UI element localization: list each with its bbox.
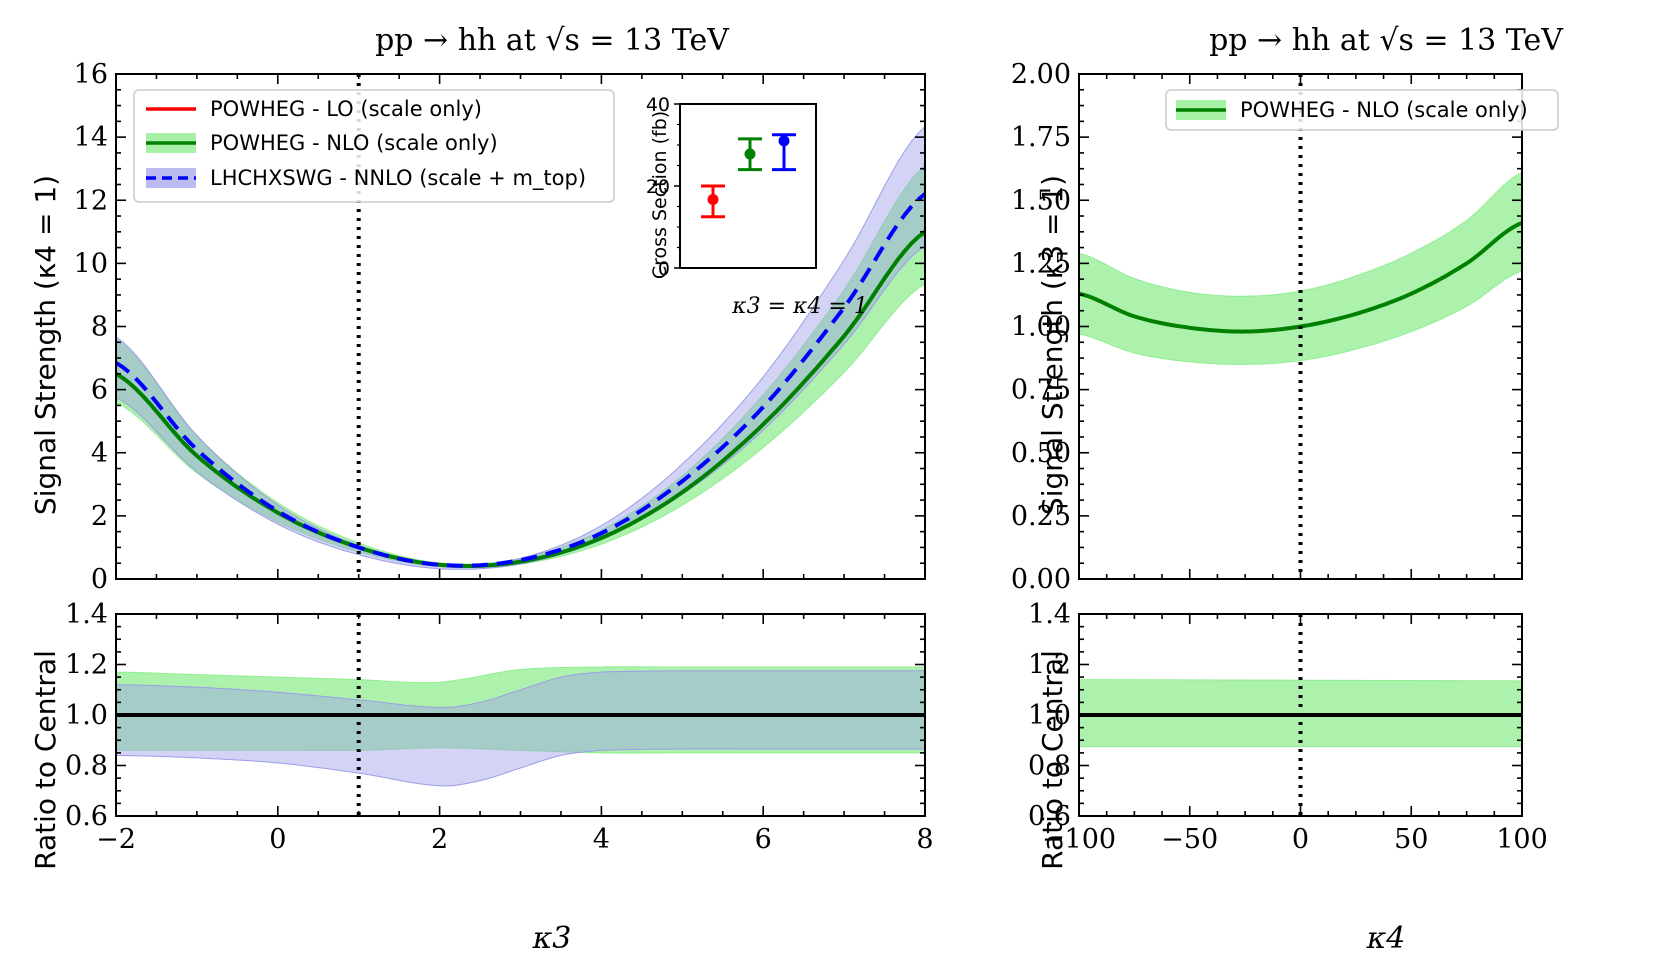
right-xlabel: κ4 xyxy=(1366,921,1406,956)
inset-ytick-label: 20 xyxy=(646,176,670,198)
left-main-ytick-label: 2 xyxy=(91,501,108,532)
right-main-series xyxy=(1079,74,1522,579)
ratio-nnlo-band xyxy=(116,670,925,787)
left-ratio-xtick-label: 4 xyxy=(593,824,610,855)
inset-point-lo xyxy=(707,194,719,206)
left-main-ytick-label: 16 xyxy=(74,59,108,90)
left-main-ytick-label: 14 xyxy=(74,122,108,153)
left-ratio-xtick-label: −2 xyxy=(96,824,136,855)
right-main-ytick-label: 2.00 xyxy=(1011,59,1071,90)
nlo-band xyxy=(116,165,925,569)
left-main-ylabel: Signal Strength (κ4 = 1) xyxy=(29,175,62,515)
right-title: pp → hh at √s = 13 TeV xyxy=(1209,23,1564,58)
left-ratio-ytick-label: 0.8 xyxy=(65,751,108,782)
left-title: pp → hh at √s = 13 TeV xyxy=(375,23,730,58)
right-ratio-frame xyxy=(1078,613,1523,817)
left-main-ytick-label: 10 xyxy=(74,248,108,279)
left-main-ytick-label: 6 xyxy=(91,375,108,406)
plot-layer: 0 2 4 6 8 10 12 14 16 −2 0 2 4 6 8 0.6 0.8 1.0 1.2 1.4 0 20 40… xyxy=(65,59,1548,855)
left-ratio-ytick-label: 0.6 xyxy=(65,801,108,832)
inset-point-nlo xyxy=(744,148,756,160)
left-main-series xyxy=(116,74,925,579)
inset-ytick-label: 40 xyxy=(646,94,670,116)
right-main-ytick-label: 0.50 xyxy=(1011,438,1071,469)
inset-ytick-label: 0 xyxy=(658,258,670,280)
right-legend-nlo-label: POWHEG - NLO (scale only) xyxy=(1240,98,1528,122)
nnlo-central-line xyxy=(116,192,925,568)
right-main-ytick-label: 1.50 xyxy=(1011,185,1071,216)
right-ratio-ytick-label: 1.2 xyxy=(1028,650,1071,681)
inset-xlabel: κ3 = κ4 = 1 xyxy=(731,294,868,319)
right-ratio-ytick-label: 1.4 xyxy=(1028,599,1071,630)
inset-ylabel: Cross Section (fb) xyxy=(649,111,671,279)
left-main-frame xyxy=(115,73,926,580)
right-legend: POWHEG - NLO (scale only) xyxy=(1165,89,1559,131)
right-ratio-xtick-label: 50 xyxy=(1394,824,1428,855)
right-main-ytick-label: 1.25 xyxy=(1011,248,1071,279)
nlo-central-line xyxy=(116,230,925,568)
left-xlabel: κ3 xyxy=(532,921,572,956)
right-ratio-xtick-label: 100 xyxy=(1496,824,1548,855)
right-nlo-band xyxy=(1079,171,1522,365)
right-ratio-xtick-label: 0 xyxy=(1292,824,1309,855)
legend-nnlo-label: LHCHXSWG - NNLO (scale + m_top) xyxy=(210,166,586,191)
left-ratio-series xyxy=(116,614,925,816)
right-ratio-ytick-label: 0.8 xyxy=(1028,751,1071,782)
left-legend-frame xyxy=(133,89,615,203)
right-main-ylabel: Signal Strength (κ3 = 1) xyxy=(1036,175,1069,515)
left-ratio-ylabel: Ratio to Central xyxy=(29,650,62,870)
left-ratio-frame xyxy=(115,613,926,817)
right-legend-frame xyxy=(1165,89,1559,131)
right-main-frame xyxy=(1078,73,1523,580)
right-ratio-ytick-label: 1.0 xyxy=(1028,700,1071,731)
left-legend: POWHEG - LO (scale only) POWHEG - NLO (s… xyxy=(133,89,615,203)
left-ratio-ytick-label: 1.0 xyxy=(65,700,108,731)
right-ratio-ytick-label: 0.6 xyxy=(1028,801,1071,832)
left-ratio-xtick-label: 0 xyxy=(269,824,286,855)
left-main-ytick-label: 8 xyxy=(91,312,108,343)
right-ratio-xtick-label: −50 xyxy=(1161,824,1218,855)
legend-nlo-label: POWHEG - NLO (scale only) xyxy=(210,131,498,155)
left-ratio-xtick-label: 6 xyxy=(755,824,772,855)
left-ratio-ytick-label: 1.4 xyxy=(65,599,108,630)
right-ratio-ylabel: Ratio to Central xyxy=(1036,650,1069,870)
left-ratio-xtick-label: 2 xyxy=(431,824,448,855)
legend-lo-label: POWHEG - LO (scale only) xyxy=(210,97,482,121)
left-ratio-ytick-label: 1.2 xyxy=(65,650,108,681)
left-main-ytick-label: 12 xyxy=(74,185,108,216)
right-main-ytick-label: 0.75 xyxy=(1011,375,1071,406)
right-main-ytick-label: 1.75 xyxy=(1011,122,1071,153)
inset-point-nnlo xyxy=(778,135,790,147)
right-main-ytick-label: 0.25 xyxy=(1011,501,1071,532)
right-ratio-series xyxy=(1079,614,1522,816)
left-ratio-xtick-label: 8 xyxy=(916,824,933,855)
inset-frame xyxy=(679,103,817,269)
right-main-ytick-label: 1.00 xyxy=(1011,312,1071,343)
left-main-ytick-label: 4 xyxy=(91,438,108,469)
left-main-ytick-label: 0 xyxy=(91,564,108,595)
right-ratio-xtick-label: −100 xyxy=(1042,824,1116,855)
right-main-ytick-label: 0.00 xyxy=(1011,564,1071,595)
ratio-nlo-band xyxy=(116,666,925,754)
